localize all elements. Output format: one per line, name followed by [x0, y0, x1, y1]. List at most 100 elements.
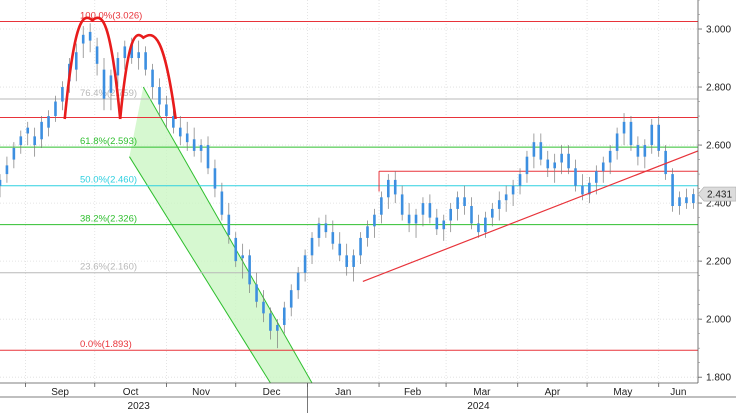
- candle-body: [539, 142, 543, 160]
- trend-line: [362, 150, 699, 283]
- candle-body: [185, 133, 189, 143]
- candle-body: [137, 52, 140, 59]
- candle-body: [345, 255, 348, 267]
- fib-level-label: 23.6%(2.160): [80, 262, 137, 273]
- candle-body: [595, 171, 598, 183]
- candle-body: [393, 179, 397, 195]
- candle-body: [629, 121, 633, 146]
- candle-body: [428, 203, 432, 218]
- candle-body: [484, 217, 487, 233]
- candle-body: [546, 159, 550, 169]
- candle-body: [0, 179, 2, 186]
- x-tick-label: Feb: [404, 387, 422, 398]
- candle-body: [303, 255, 307, 273]
- candle-body: [54, 101, 57, 117]
- candle-body: [664, 150, 667, 175]
- y-tick-label: 2.600: [706, 141, 731, 152]
- pattern-arc: [118, 33, 177, 120]
- candle-body: [671, 174, 674, 207]
- candle-body: [109, 75, 113, 93]
- candle-body: [373, 214, 376, 227]
- x-tick-label: Apr: [545, 387, 561, 398]
- candle-body: [400, 194, 404, 215]
- fib-level-label: 0.0%(1.893): [80, 339, 132, 350]
- candle-body: [123, 46, 127, 59]
- candle-body: [525, 156, 529, 175]
- candle-body: [366, 226, 369, 238]
- candle-body: [116, 58, 120, 76]
- candle-body: [296, 272, 300, 291]
- candle-body: [47, 116, 50, 128]
- candle-body: [442, 220, 446, 230]
- candle-body: [643, 145, 647, 157]
- candle-body: [102, 69, 106, 99]
- candle-body: [5, 165, 9, 175]
- x-tick-label: Dec: [263, 387, 281, 398]
- y-tick-label: 2.800: [706, 83, 731, 94]
- overlay-layer: [63, 16, 699, 283]
- candle-layer: [0, 23, 695, 349]
- candle-body: [74, 52, 78, 70]
- candle-body: [317, 223, 321, 238]
- candle-body: [19, 136, 23, 146]
- candle-body: [88, 31, 92, 41]
- x-tick-label: Mar: [473, 387, 491, 398]
- candle-body: [470, 206, 473, 224]
- candle-body: [95, 46, 99, 64]
- candle-body: [657, 124, 661, 151]
- candle-body: [165, 104, 168, 117]
- candle-body: [553, 162, 557, 169]
- candle-body: [567, 153, 570, 169]
- candle-body: [421, 203, 425, 215]
- candle-body: [192, 139, 196, 151]
- candle-body: [414, 214, 418, 224]
- candle-body: [574, 168, 577, 186]
- candle-body: [601, 162, 605, 172]
- fib-level-label: 38.2%(2.326): [80, 214, 137, 225]
- candle-body: [234, 237, 238, 262]
- y-tick-label: 2.400: [706, 199, 731, 210]
- fib-level-label: 61.8%(2.593): [80, 136, 137, 147]
- candle-body: [449, 208, 452, 221]
- candle-body: [490, 208, 494, 218]
- candle-body: [352, 255, 355, 267]
- candle-body: [310, 237, 314, 256]
- candle-body: [33, 136, 36, 146]
- x-tick-label: Sep: [51, 387, 69, 398]
- candle-body: [282, 307, 286, 325]
- x-tick-label: Jan: [335, 387, 351, 398]
- candle-body: [435, 217, 439, 230]
- candle-body: [220, 191, 224, 215]
- candle-body: [158, 87, 161, 105]
- candle-body: [289, 290, 293, 308]
- candle-body: [504, 194, 508, 201]
- fib-level-label: 76.4%(2.759): [80, 88, 137, 99]
- y-tick-label: 1.800: [706, 373, 731, 384]
- candle-body: [324, 223, 328, 233]
- candle-body: [636, 145, 640, 157]
- candle-body: [407, 214, 411, 224]
- candle-body: [144, 52, 147, 70]
- candle-body: [248, 255, 251, 285]
- candle-body: [338, 243, 342, 256]
- candle-body: [213, 168, 217, 189]
- candle-body: [262, 301, 265, 314]
- candle-body: [12, 147, 16, 160]
- candle-body: [199, 145, 203, 151]
- candle-body: [518, 174, 522, 186]
- candle-body: [359, 237, 362, 256]
- channel-lower-line: [129, 156, 271, 384]
- candle-body: [456, 197, 459, 209]
- candle-body: [206, 145, 210, 169]
- candle-body: [581, 185, 584, 195]
- year-label: 2023: [128, 401, 151, 412]
- candle-body: [276, 324, 279, 331]
- last-value-label: 2.431: [707, 190, 732, 201]
- candle-body: [650, 124, 654, 146]
- candle-body: [622, 121, 626, 134]
- candle-body: [81, 34, 85, 44]
- x-tick-label: May: [613, 387, 632, 398]
- candle-body: [227, 214, 231, 236]
